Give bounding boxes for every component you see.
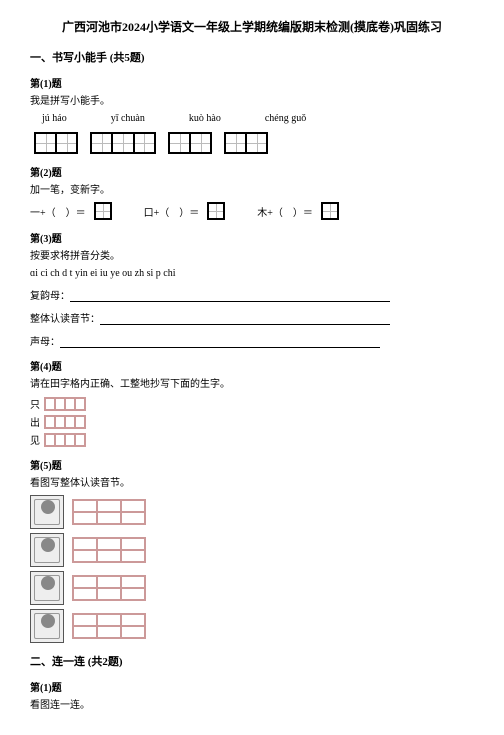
answer-grid[interactable]	[72, 537, 146, 563]
q3-head: 第(3)题	[30, 230, 474, 245]
answer-line[interactable]	[100, 315, 390, 325]
q3-fill-3: 声母：	[30, 333, 474, 348]
q5-item	[30, 571, 474, 605]
q1-head: 第(1)题	[30, 75, 474, 90]
q3-prompt: 按要求将拼音分类。	[30, 247, 474, 262]
answer-grid[interactable]	[72, 575, 146, 601]
tianzi-small[interactable]	[321, 202, 339, 220]
page-title: 广西河池市2024小学语文一年级上学期统编版期末检测(摸底卷)巩固练习	[30, 18, 474, 35]
q4-char: 只	[30, 396, 40, 411]
tianzi-grid[interactable]	[90, 132, 156, 154]
tianzi-grid[interactable]	[34, 132, 78, 154]
q2-text: 口+（ ）＝	[144, 204, 200, 219]
q3-pinyin-line: ɑi ci ch d t yin ei iu ye ou zh si p chi	[30, 268, 474, 279]
answer-grid[interactable]	[72, 499, 146, 525]
q3-label: 整体认读音节：	[30, 314, 100, 325]
q4-row: 见	[30, 432, 474, 447]
q4-char: 见	[30, 432, 40, 447]
q2-prompt: 加一笔，变新字。	[30, 181, 474, 196]
q5-head: 第(5)题	[30, 457, 474, 472]
answer-grid[interactable]	[72, 613, 146, 639]
section-1-head: 一、书写小能手 (共5题)	[30, 49, 474, 65]
mini-write-grid[interactable]	[44, 397, 86, 411]
q2-text: 木+（ ）＝	[257, 204, 313, 219]
picture-icon	[30, 609, 64, 643]
q3-label: 复韵母：	[30, 291, 70, 302]
q2-text: 一+（ ）＝	[30, 204, 86, 219]
tianzi-grid[interactable]	[168, 132, 212, 154]
tianzi-grid[interactable]	[224, 132, 268, 154]
picture-icon	[30, 495, 64, 529]
q2-head: 第(2)题	[30, 164, 474, 179]
q4-prompt: 请在田字格内正确、工整地抄写下面的生字。	[30, 375, 474, 390]
tianzi-small[interactable]	[94, 202, 112, 220]
q3-label: 声母：	[30, 337, 60, 348]
q5-prompt: 看图写整体认读音节。	[30, 474, 474, 489]
answer-line[interactable]	[60, 338, 380, 348]
s2-q1-prompt: 看图连一连。	[30, 696, 474, 711]
mini-write-grid[interactable]	[44, 433, 86, 447]
answer-line[interactable]	[70, 292, 390, 302]
mini-write-grid[interactable]	[44, 415, 86, 429]
q4-row: 出	[30, 414, 474, 429]
q3-fill-1: 复韵母：	[30, 287, 474, 302]
pinyin-item: jú háo	[42, 113, 67, 124]
q1-grid-row	[30, 132, 474, 154]
q4-head: 第(4)题	[30, 358, 474, 373]
tianzi-small[interactable]	[207, 202, 225, 220]
q5-item	[30, 533, 474, 567]
pinyin-item: yī chuàn	[111, 113, 145, 124]
q4-char: 出	[30, 414, 40, 429]
q3-fill-2: 整体认读音节：	[30, 310, 474, 325]
pinyin-item: chéng guǒ	[265, 113, 306, 124]
q5-item	[30, 609, 474, 643]
q1-pinyin-row: jú háo yī chuàn kuò hào chéng guǒ	[30, 113, 474, 124]
picture-icon	[30, 571, 64, 605]
q2-items: 一+（ ）＝ 口+（ ）＝ 木+（ ）＝	[30, 202, 474, 220]
picture-icon	[30, 533, 64, 567]
q5-item	[30, 495, 474, 529]
q1-prompt: 我是拼写小能手。	[30, 92, 474, 107]
section-2-head: 二、连一连 (共2题)	[30, 653, 474, 669]
s2-q1-head: 第(1)题	[30, 679, 474, 694]
q4-row: 只	[30, 396, 474, 411]
pinyin-item: kuò hào	[189, 113, 221, 124]
